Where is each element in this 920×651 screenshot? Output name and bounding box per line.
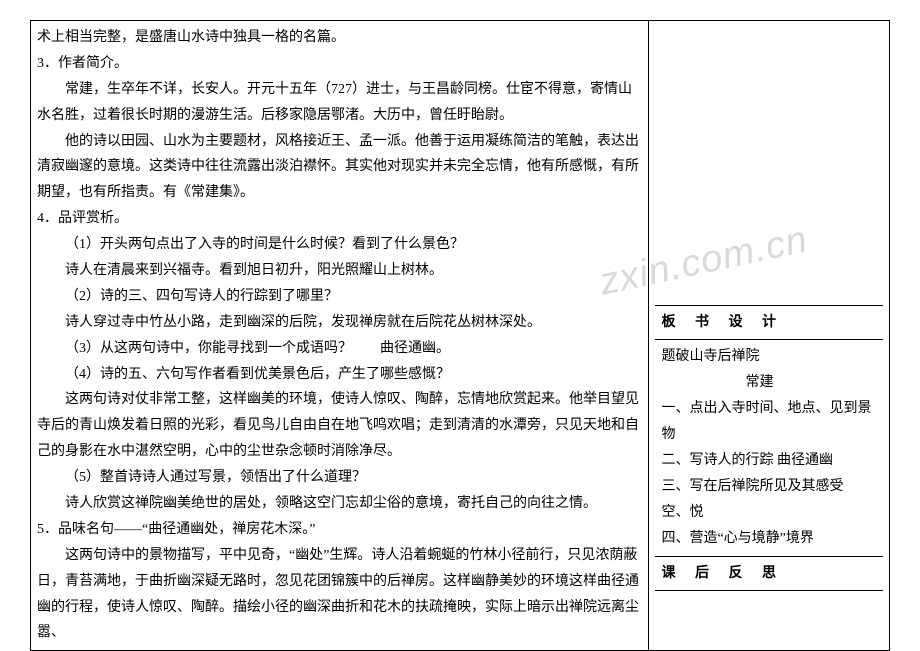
para-analysis-heading: 4．品评赏析。 [37, 206, 642, 232]
para-quote-heading: 5．品味名句——“曲径通幽处，禅房花木深。” [37, 517, 642, 543]
lesson-table: 术上相当完整，是盛唐山水诗中独具一格的名篇。 3．作者简介。 常建，生卒年不详，… [30, 20, 890, 651]
sidebar-blank-top [655, 25, 883, 305]
reflection-blank [655, 591, 883, 631]
board-line-5: 三、写在后禅院所见及其感受 空、悦 [661, 474, 877, 526]
para-a1: 诗人在清晨来到兴福寺。看到旭日初升，阳光照耀山上树林。 [37, 258, 642, 284]
reflection-title: 课 后 反 思 [661, 566, 784, 581]
board-design-content: 题破山寺后禅院 常建 一、点出入寺时间、地点、见到景物 二、写诗人的行踪 曲径通… [655, 340, 883, 556]
para-a5: 诗人欣赏这禅院幽美绝世的居处，领略这空门忘却尘俗的意境，寄托自己的向往之情。 [37, 491, 642, 517]
para-author-heading: 3．作者简介。 [37, 51, 642, 77]
board-line-6: 四、营造“心与境静”境界 [661, 526, 877, 552]
para-a4: 这两句诗对仗非常工整，这样幽美的环境，使诗人惊叹、陶醉，忘情地欣赏起来。他举目望… [37, 387, 642, 465]
para-a2: 诗人穿过寺中竹丛小路，走到幽深的后院，发现禅房就在后院花丛树林深处。 [37, 310, 642, 336]
board-design-title: 板 书 设 计 [661, 315, 784, 330]
para-author-bio1: 常建，生卒年不详，长安人。开元十五年（727）进士，与王昌龄同榜。仕宦不得意，寄… [37, 77, 642, 129]
para-quote-analysis: 这两句诗中的景物描写，平中见奇，“幽处”生辉。诗人沿着蜿蜒的竹林小径前行，只见浓… [37, 543, 642, 647]
board-line-4: 二、写诗人的行踪 曲径通幽 [661, 448, 877, 474]
para-q3: （3）从这两句诗中，你能寻找到一个成语吗？ 曲径通幽。 [37, 336, 642, 362]
board-line-2: 常建 [661, 370, 877, 396]
para-continuation: 术上相当完整，是盛唐山水诗中独具一格的名篇。 [37, 25, 642, 51]
sidebar-inner-table: 板 书 设 计 题破山寺后禅院 常建 一、点出入寺时间、地点、见到景物 二、写诗… [655, 25, 883, 631]
board-line-1: 题破山寺后禅院 [661, 344, 877, 370]
para-q1: （1）开头两句点出了入寺的时间是什么时候？看到了什么景色？ [37, 232, 642, 258]
board-design-header: 板 书 设 计 [655, 305, 883, 340]
board-line-3: 一、点出入寺时间、地点、见到景物 [661, 396, 877, 448]
sidebar-cell: 板 书 设 计 题破山寺后禅院 常建 一、点出入寺时间、地点、见到景物 二、写诗… [649, 21, 890, 651]
main-content-cell: 术上相当完整，是盛唐山水诗中独具一格的名篇。 3．作者简介。 常建，生卒年不详，… [31, 21, 649, 651]
reflection-header: 课 后 反 思 [655, 556, 883, 591]
para-q4: （4）诗的五、六句写作者看到优美景色后，产生了哪些感慨？ [37, 362, 642, 388]
para-q2: （2）诗的三、四句写诗人的行踪到了哪里？ [37, 284, 642, 310]
para-q5: （5）整首诗诗人通过写景，领悟出了什么道理？ [37, 465, 642, 491]
para-author-bio2: 他的诗以田园、山水为主要题材，风格接近王、孟一派。他善于运用凝练简洁的笔触，表达… [37, 129, 642, 207]
